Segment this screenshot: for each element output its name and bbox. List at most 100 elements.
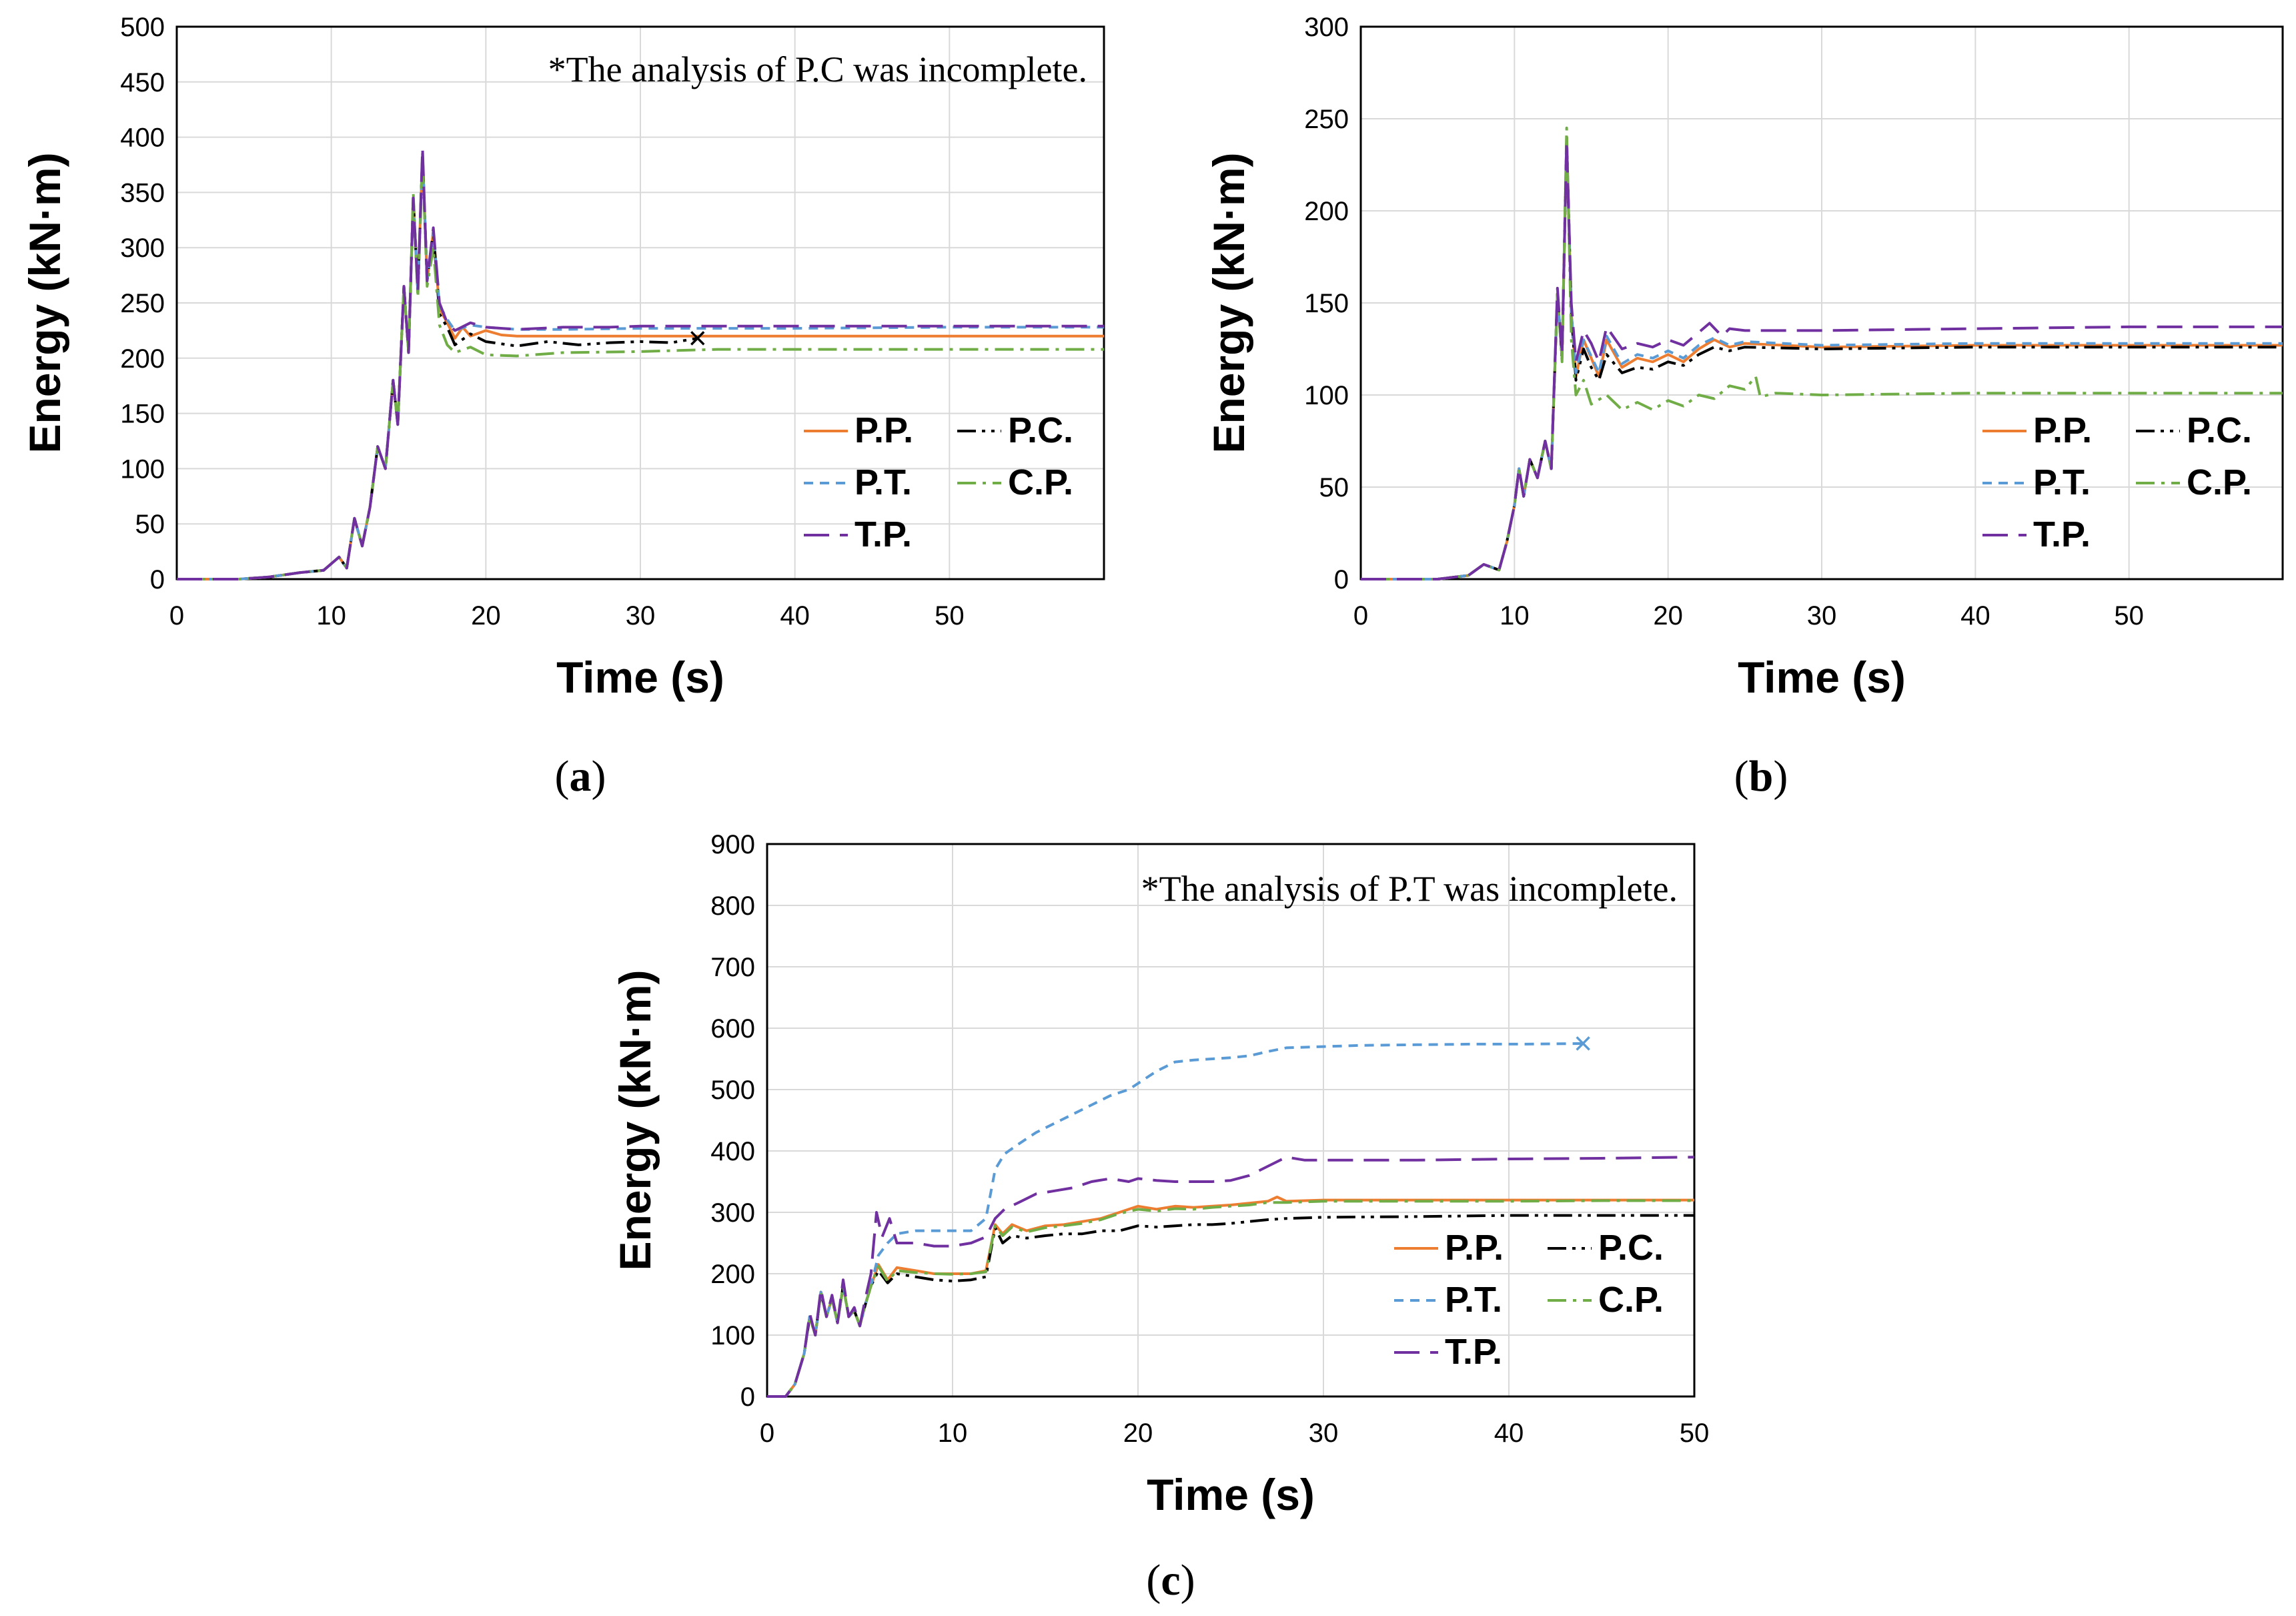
panel-label-letter: c [1161, 1556, 1180, 1605]
y-tick-label: 500 [120, 13, 165, 42]
legend-label: P.C. [2187, 410, 2252, 450]
y-axis-title: Energy (kN·m) [1204, 152, 1253, 453]
series-line-tp [1361, 139, 2283, 580]
y-tick-label: 400 [710, 1137, 755, 1166]
y-tick-label: 350 [120, 178, 165, 208]
x-tick-label: 40 [1960, 601, 1990, 631]
y-tick-label: 900 [710, 830, 755, 859]
y-tick-label: 50 [1319, 473, 1349, 502]
y-tick-label: 0 [1334, 565, 1349, 594]
panel-label-open: ( [1146, 1556, 1161, 1605]
series-line-pp [767, 1196, 1694, 1398]
panel-label-letter: b [1749, 752, 1774, 801]
legend-label: P.P. [854, 410, 913, 450]
x-tick-label: 0 [760, 1419, 774, 1448]
series-line-pc [177, 152, 698, 580]
legend-label: P.T. [2033, 462, 2091, 502]
y-tick-label: 250 [1304, 105, 1349, 134]
legend-label: P.T. [1445, 1280, 1502, 1320]
y-tick-label: 250 [120, 289, 165, 318]
legend-label: P.P. [2033, 410, 2092, 450]
y-tick-label: 450 [120, 68, 165, 97]
y-tick-label: 300 [710, 1198, 755, 1228]
plot-area-frame [175, 25, 1105, 580]
y-tick-label: 400 [120, 123, 165, 153]
series-line-tp [177, 147, 1104, 580]
plot-area-frame [766, 843, 1696, 1398]
x-tick-label: 50 [935, 601, 965, 631]
x-tick-label: 10 [938, 1419, 968, 1448]
legend-label: P.C. [1008, 410, 1073, 450]
x-tick-label: 10 [316, 601, 346, 631]
y-axis-title: Energy (kN·m) [610, 969, 660, 1270]
legend-label: P.T. [854, 462, 912, 502]
x-axis-title: Time (s) [1738, 653, 1906, 702]
legend-label: T.P. [854, 514, 912, 554]
panel-label-letter: a [570, 752, 592, 801]
y-tick-label: 150 [1304, 289, 1349, 318]
y-tick-label: 700 [710, 953, 755, 982]
plot-area-frame [1359, 25, 2284, 580]
series-line-pc [1361, 135, 2283, 580]
x-tick-label: 30 [1807, 601, 1837, 631]
x-tick-label: 50 [2114, 601, 2144, 631]
x-tick-label: 30 [1309, 1419, 1339, 1448]
x-tick-label: 20 [1123, 1419, 1153, 1448]
x-tick-label: 0 [1353, 601, 1368, 631]
x-tick-label: 40 [780, 601, 810, 631]
series-line-pt [767, 1042, 1584, 1398]
y-tick-label: 50 [135, 510, 165, 539]
incomplete-end-marker: × [688, 321, 707, 356]
y-tick-label: 100 [120, 454, 165, 484]
panel-label: (c) [1146, 1556, 1195, 1605]
x-tick-label: 10 [1500, 601, 1530, 631]
x-tick-label: 30 [626, 601, 656, 631]
legend: P.P. P.C. P.T. C.P. T.P. [804, 410, 1073, 554]
chart-panel-a: 0 50 100 150 200 250 300 350 400 450 500 0 10 20 30 40 5… [20, 13, 1105, 702]
y-tick-label: 200 [1304, 197, 1349, 226]
series-line-cp [767, 1199, 1694, 1398]
series-line-cp [1361, 126, 2283, 580]
panel-label: (b) [1734, 752, 1788, 801]
legend-label: P.C. [1598, 1228, 1664, 1268]
y-tick-label: 600 [710, 1014, 755, 1044]
series-line-tp [767, 1156, 1695, 1398]
legend-label: C.P. [2187, 462, 2252, 502]
y-tick-label: 200 [120, 344, 165, 374]
x-tick-label: 50 [1680, 1419, 1710, 1448]
y-tick-label: 200 [710, 1260, 755, 1289]
incomplete-end-marker: × [1574, 1026, 1592, 1062]
series-line-cp [177, 157, 1104, 580]
chart-panel-b: 0 50 100 150 200 250 300 0 10 20 30 40 50 Time (s) Ene… [1204, 13, 2284, 702]
legend: P.P. P.C. P.T. C.P. T.P. [1982, 410, 2252, 554]
legend: P.P. P.C. P.T. C.P. T.P. [1394, 1228, 1664, 1372]
x-tick-label: 40 [1494, 1419, 1524, 1448]
panel-label-close: ) [1773, 752, 1788, 801]
panel-label-open: ( [1734, 752, 1749, 801]
y-tick-label: 0 [740, 1382, 755, 1412]
legend-label: C.P. [1008, 462, 1073, 502]
y-tick-label: 800 [710, 891, 755, 921]
legend-label: T.P. [1445, 1332, 1502, 1372]
y-tick-label: 300 [1304, 13, 1349, 42]
panel-label-close: ) [592, 752, 606, 801]
x-tick-label: 20 [1653, 601, 1683, 631]
y-tick-label: 150 [120, 400, 165, 429]
y-tick-label: 100 [710, 1321, 755, 1350]
x-axis-title: Time (s) [556, 653, 724, 702]
x-tick-label: 0 [169, 601, 184, 631]
y-tick-label: 300 [120, 234, 165, 263]
panel-label-open: ( [555, 752, 570, 801]
y-tick-label: 0 [150, 565, 165, 594]
x-tick-label: 20 [471, 601, 501, 631]
legend-label: P.P. [1445, 1228, 1504, 1268]
y-tick-label: 500 [710, 1076, 755, 1105]
incomplete-analysis-note: *The analysis of P.C was incomplete. [548, 49, 1087, 89]
panel-label: (a) [555, 752, 606, 801]
panel-label-close: ) [1181, 1556, 1195, 1605]
x-axis-title: Time (s) [1147, 1470, 1315, 1519]
legend-label: C.P. [1598, 1280, 1664, 1320]
incomplete-analysis-note: *The analysis of P.T was incomplete. [1141, 869, 1678, 909]
legend-label: T.P. [2033, 514, 2091, 554]
